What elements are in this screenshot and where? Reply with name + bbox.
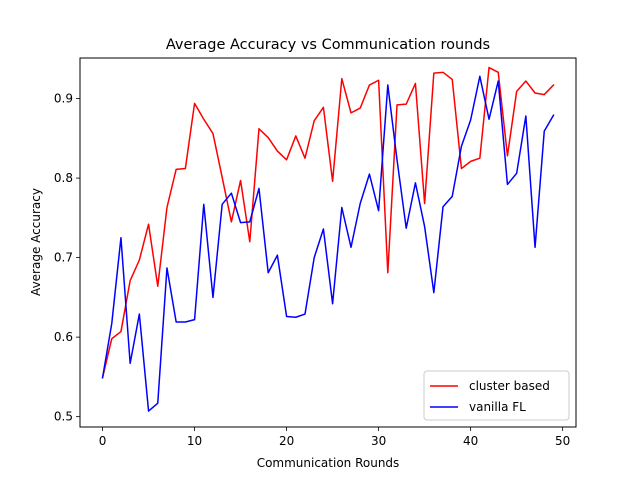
series-line-2 — [101, 75, 555, 412]
y-axis-title: Average Accuracy — [29, 188, 43, 296]
y-tick-label: 0.8 — [54, 171, 73, 185]
y-tick-label: 0.5 — [54, 410, 73, 424]
legend-box — [423, 370, 570, 421]
x-tick-label: 10 — [187, 434, 202, 448]
legend-label-2: vanilla FL — [469, 400, 526, 414]
plot-lines — [101, 66, 555, 412]
legend-label-1: cluster based — [469, 379, 550, 393]
x-tick-label: 40 — [463, 434, 478, 448]
x-tick-label: 20 — [279, 434, 294, 448]
legend: cluster based vanilla FL — [423, 370, 570, 421]
y-axis-ticks: 0.5 0.6 0.7 0.8 0.9 — [54, 92, 80, 424]
y-tick-label: 0.6 — [54, 330, 73, 344]
x-axis-title: Communication Rounds — [257, 456, 400, 470]
x-tick-label: 50 — [555, 434, 570, 448]
x-tick-label: 30 — [371, 434, 386, 448]
chart-title: Average Accuracy vs Communication rounds — [166, 37, 490, 53]
series-line-1 — [101, 66, 555, 379]
plot-frame — [79, 57, 577, 428]
x-axis-ticks: 0 10 20 30 40 50 — [99, 427, 570, 448]
x-tick-label: 0 — [99, 434, 107, 448]
y-tick-label: 0.7 — [54, 251, 73, 265]
y-tick-label: 0.9 — [54, 92, 73, 106]
